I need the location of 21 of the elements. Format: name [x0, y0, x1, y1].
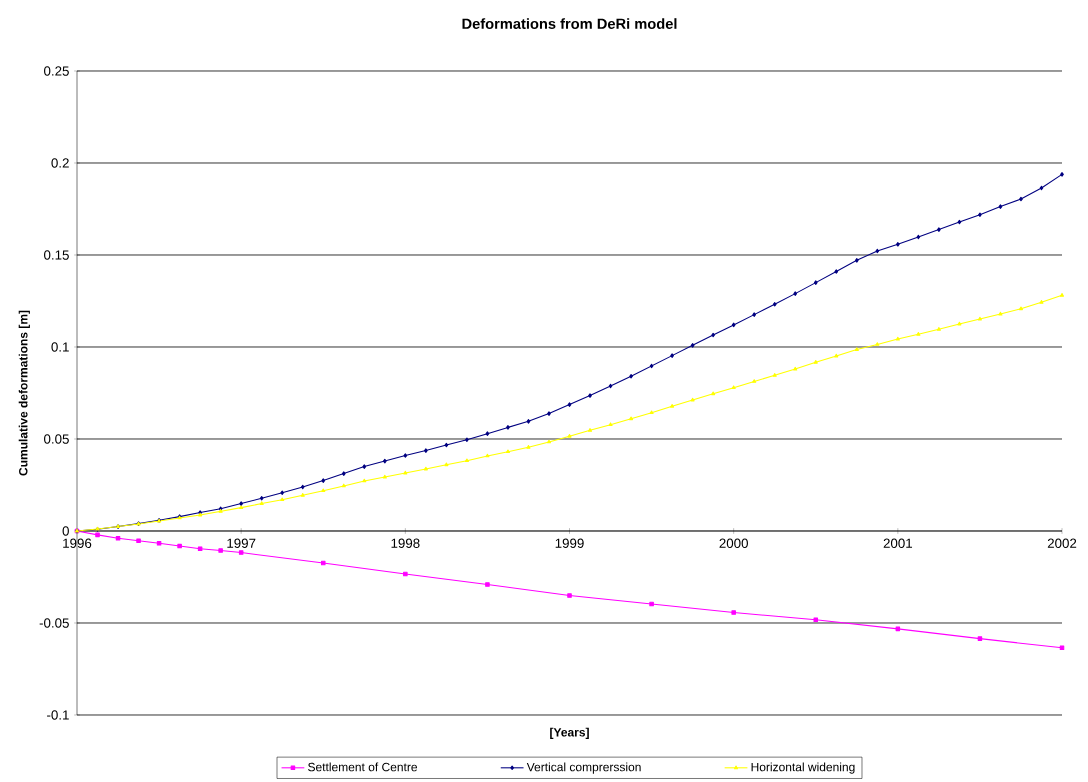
chart-title: Deformations from DeRi model	[462, 18, 677, 29]
legend-label: Horizontal widening	[751, 762, 855, 774]
y-tick-label: -0.1	[47, 710, 69, 720]
x-axis-title: [Years]	[550, 727, 589, 739]
x-tick-label: 2001	[883, 538, 913, 548]
legend-label: Vertical comprerssion	[526, 762, 641, 774]
y-tick-label: -0.05	[39, 618, 69, 628]
legend-label: Settlement of Centre	[308, 762, 418, 772]
x-tick-label: 2000	[719, 538, 748, 548]
y-tick-label: 0.1	[51, 342, 69, 352]
x-tick-label: 1996	[63, 538, 92, 548]
y-tick-label: 0	[62, 526, 69, 536]
y-tick-label: 0.2	[51, 158, 69, 168]
x-tick-label: 1999	[555, 538, 584, 548]
x-tick-label: 1998	[391, 538, 420, 548]
y-axis-title: Cumulative deformations [m]	[18, 310, 30, 476]
y-tick-label: 0.25	[44, 66, 69, 76]
x-tick-label: 1997	[227, 538, 256, 548]
x-tick-label: 2002	[1047, 538, 1077, 548]
y-tick-label: 0.05	[44, 434, 69, 444]
y-tick-label: 0.15	[44, 250, 69, 260]
